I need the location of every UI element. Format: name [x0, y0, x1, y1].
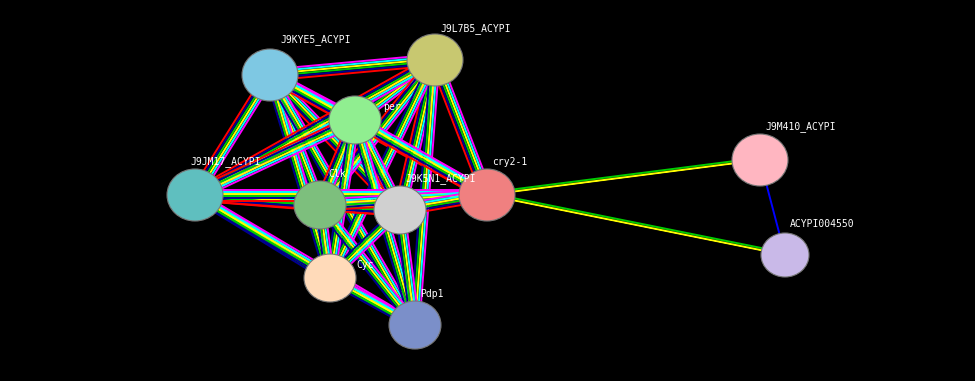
Text: J9JM17_ACYPI: J9JM17_ACYPI: [190, 156, 260, 167]
Ellipse shape: [389, 301, 441, 349]
Text: per: per: [383, 102, 401, 112]
Ellipse shape: [304, 254, 356, 302]
Ellipse shape: [761, 233, 809, 277]
Text: cry2-1: cry2-1: [492, 157, 527, 167]
Text: Cyc: Cyc: [356, 260, 373, 270]
Ellipse shape: [374, 186, 426, 234]
Text: J9K5N1_ACYPI: J9K5N1_ACYPI: [405, 173, 476, 184]
Text: Pdp1: Pdp1: [420, 289, 444, 299]
Ellipse shape: [329, 96, 381, 144]
Ellipse shape: [242, 49, 298, 101]
Text: J9M410_ACYPI: J9M410_ACYPI: [765, 121, 836, 132]
Ellipse shape: [459, 169, 515, 221]
Ellipse shape: [167, 169, 223, 221]
Text: J9L7B5_ACYPI: J9L7B5_ACYPI: [440, 23, 511, 34]
Ellipse shape: [732, 134, 788, 186]
Text: J9KYE5_ACYPI: J9KYE5_ACYPI: [280, 34, 350, 45]
Text: Clk: Clk: [328, 169, 345, 179]
Ellipse shape: [294, 181, 346, 229]
Ellipse shape: [407, 34, 463, 86]
Text: ACYPI004550: ACYPI004550: [790, 219, 855, 229]
